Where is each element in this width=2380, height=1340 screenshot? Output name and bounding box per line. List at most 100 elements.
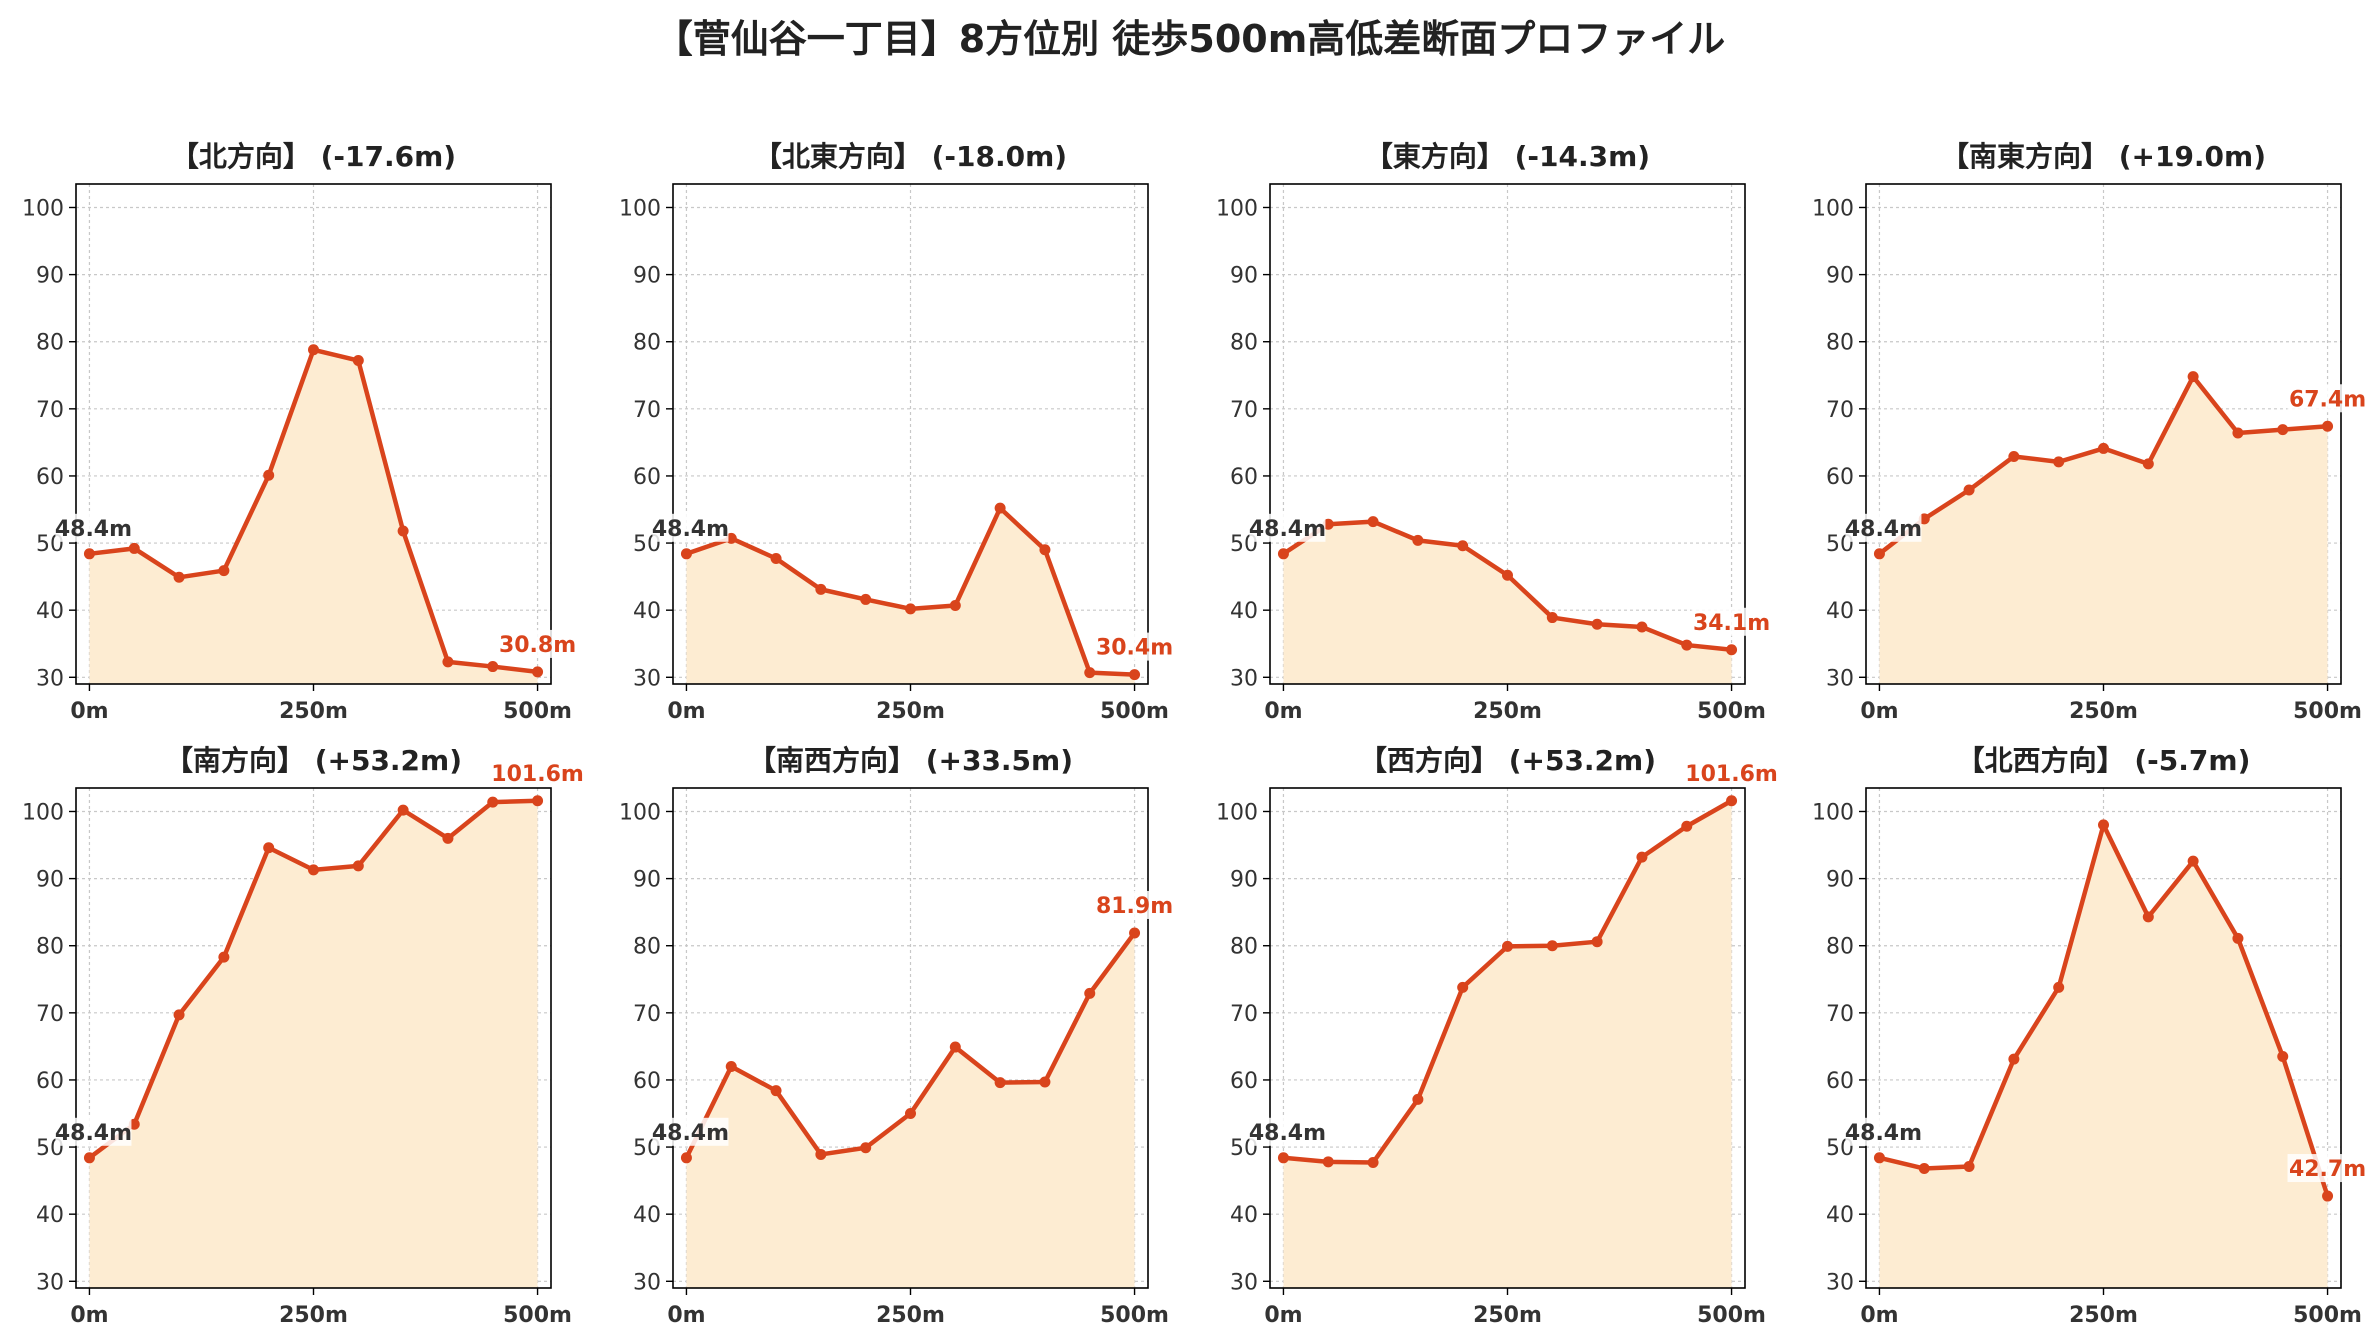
end-label-bg — [2287, 384, 2368, 413]
data-point — [1367, 1156, 1379, 1168]
data-point — [815, 1148, 827, 1160]
data-point — [860, 593, 872, 605]
data-point — [2098, 442, 2109, 454]
y-tick-label: 40 — [36, 1203, 64, 1228]
end-label: 101.6m — [491, 762, 584, 787]
data-point — [2322, 1190, 2334, 1202]
x-tick-label: 0m — [1264, 699, 1302, 724]
end-label-bg — [1094, 632, 1175, 661]
y-tick-label: 80 — [633, 331, 661, 356]
data-point — [218, 951, 230, 963]
panel-title: 【北西方向】 (-5.7m) — [1957, 744, 2251, 777]
data-point — [2277, 424, 2289, 436]
x-tick-label: 250m — [2069, 699, 2138, 724]
y-tick-label: 100 — [1812, 800, 1854, 825]
x-tick-label: 500m — [1100, 1303, 1169, 1328]
data-point — [680, 1152, 692, 1164]
data-point — [905, 603, 916, 615]
data-point — [2232, 932, 2244, 944]
data-point — [1502, 940, 1513, 952]
y-tick-label: 100 — [619, 800, 661, 825]
data-point — [1322, 1156, 1334, 1168]
data-point — [994, 1077, 1006, 1089]
data-point — [1636, 851, 1648, 863]
y-tick-label: 40 — [633, 599, 661, 624]
end-label: 42.7m — [2289, 1157, 2366, 1182]
y-tick-label: 90 — [1230, 264, 1258, 289]
y-tick-label: 90 — [36, 868, 64, 893]
panel-title: 【東方向】 (-14.3m) — [1365, 140, 1650, 173]
data-point — [1873, 1152, 1885, 1164]
panel-title: 【北方向】 (-17.6m) — [171, 140, 456, 173]
y-tick-label: 70 — [1230, 398, 1258, 423]
data-point — [532, 795, 544, 807]
x-tick-label: 0m — [667, 699, 705, 724]
data-point — [680, 548, 692, 560]
data-point — [1918, 1163, 1930, 1175]
y-tick-label: 40 — [36, 599, 64, 624]
end-label: 30.4m — [1096, 636, 1173, 661]
end-label: 101.6m — [1685, 762, 1778, 787]
elevation-area — [686, 932, 1135, 1288]
data-point — [397, 804, 409, 816]
data-point — [1963, 484, 1975, 496]
y-tick-label: 70 — [36, 398, 64, 423]
data-point — [1129, 927, 1141, 939]
start-label: 48.4m — [1249, 517, 1326, 542]
y-tick-label: 70 — [633, 398, 661, 423]
data-point — [308, 864, 319, 876]
x-tick-label: 250m — [279, 1303, 348, 1328]
x-tick-label: 0m — [1264, 1303, 1302, 1328]
y-tick-label: 40 — [633, 1203, 661, 1228]
data-point — [860, 1142, 872, 1154]
x-tick-label: 250m — [2069, 1303, 2138, 1328]
x-tick-label: 500m — [2293, 699, 2362, 724]
data-point — [1412, 534, 1424, 546]
data-point — [442, 656, 454, 668]
y-tick-label: 90 — [1230, 868, 1258, 893]
start-label-bg — [652, 513, 729, 542]
data-point — [2008, 450, 2020, 462]
y-tick-label: 30 — [36, 666, 64, 691]
y-tick-label: 80 — [1230, 331, 1258, 356]
start-label: 48.4m — [55, 517, 132, 542]
data-point — [2053, 456, 2065, 468]
x-tick-label: 500m — [503, 1303, 572, 1328]
start-label-bg — [1249, 513, 1326, 542]
x-tick-label: 0m — [1860, 699, 1898, 724]
data-point — [1591, 936, 1603, 948]
data-point — [1591, 618, 1603, 630]
panel-title: 【南方向】 (+53.2m) — [165, 744, 462, 777]
y-tick-label: 30 — [36, 1270, 64, 1295]
data-point — [1277, 548, 1289, 560]
y-tick-label: 30 — [1826, 1270, 1854, 1295]
data-point — [2187, 855, 2199, 867]
start-label: 48.4m — [652, 1121, 729, 1146]
data-point — [1084, 987, 1096, 999]
x-tick-label: 0m — [70, 1303, 108, 1328]
y-tick-label: 70 — [1826, 398, 1854, 423]
start-label: 48.4m — [652, 517, 729, 542]
data-point — [532, 666, 544, 678]
y-tick-label: 60 — [1826, 465, 1854, 490]
y-tick-label: 70 — [36, 1002, 64, 1027]
x-tick-label: 500m — [1697, 699, 1766, 724]
start-label: 48.4m — [55, 1121, 132, 1146]
start-label-bg — [55, 1117, 132, 1146]
data-point — [1039, 1076, 1051, 1088]
y-tick-label: 60 — [633, 1069, 661, 1094]
y-tick-label: 30 — [1826, 666, 1854, 691]
data-point — [83, 1152, 95, 1164]
data-point — [1873, 548, 1885, 560]
start-label: 48.4m — [1845, 517, 1922, 542]
data-point — [1726, 644, 1738, 656]
data-point — [1322, 518, 1334, 530]
data-point — [1681, 820, 1693, 832]
data-point — [128, 542, 140, 554]
y-tick-label: 100 — [1812, 196, 1854, 221]
